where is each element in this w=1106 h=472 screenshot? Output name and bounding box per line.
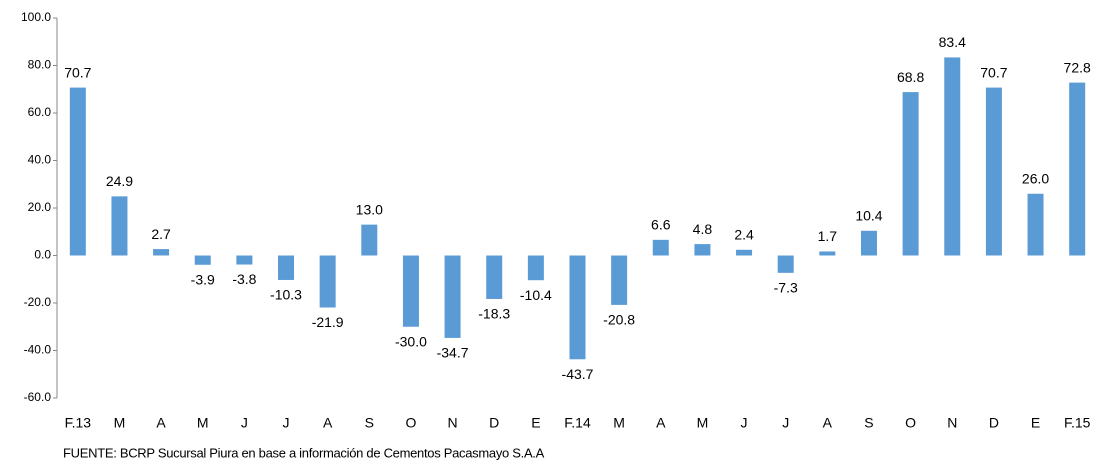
value-label: 2.4	[734, 227, 754, 243]
x-tick-label: M	[613, 415, 625, 431]
value-label: -7.3	[774, 280, 798, 296]
bar	[194, 255, 211, 265]
x-tick-label: J	[782, 415, 789, 431]
bar	[278, 255, 295, 280]
x-tick-label: D	[989, 415, 999, 431]
value-label: -43.7	[562, 366, 594, 382]
value-label: -3.9	[191, 271, 215, 287]
bar	[319, 255, 336, 308]
bar	[444, 255, 461, 338]
x-tick-label: F.14	[564, 415, 591, 431]
bar	[111, 196, 128, 256]
value-label: 6.6	[651, 217, 671, 233]
bar	[236, 255, 253, 265]
x-tick-label: M	[114, 415, 126, 431]
x-tick-label: N	[947, 415, 957, 431]
value-label: -34.7	[437, 345, 469, 361]
value-label: 68.8	[897, 69, 924, 85]
value-label: -21.9	[312, 314, 344, 330]
bar	[527, 255, 544, 281]
y-tick-label: 100.0	[21, 10, 51, 24]
value-label: 24.9	[106, 173, 133, 189]
x-tick-label: A	[323, 415, 333, 431]
bar	[153, 249, 170, 256]
value-label: 13.0	[356, 201, 383, 217]
y-tick-label: 60.0	[28, 105, 52, 119]
value-label: 1.7	[818, 228, 838, 244]
x-tick-label: E	[531, 415, 540, 431]
bar	[1027, 193, 1044, 256]
x-tick-label: J	[283, 415, 290, 431]
value-label: 4.8	[693, 221, 713, 237]
x-tick-label: S	[365, 415, 374, 431]
x-tick-label: M	[197, 415, 209, 431]
value-label: -20.8	[603, 312, 635, 328]
value-label: 70.7	[64, 64, 91, 80]
x-tick-label: F.13	[65, 415, 92, 431]
bar	[486, 255, 503, 299]
x-tick-label: A	[823, 415, 833, 431]
bar	[777, 255, 794, 273]
x-tick-label: A	[156, 415, 166, 431]
value-label: -30.0	[395, 333, 427, 349]
bar	[985, 87, 1002, 256]
bar	[611, 255, 628, 305]
y-tick-label: 80.0	[28, 58, 52, 72]
x-tick-label: J	[241, 415, 248, 431]
value-label: -10.3	[270, 287, 302, 303]
y-tick-label: -40.0	[24, 343, 52, 357]
x-tick-label: N	[448, 415, 458, 431]
bar	[652, 239, 669, 256]
x-tick-label: S	[864, 415, 873, 431]
x-tick-label: D	[489, 415, 499, 431]
bar	[361, 224, 378, 256]
y-tick-label: 40.0	[28, 153, 52, 167]
bar	[902, 92, 919, 256]
value-label: 83.4	[939, 34, 966, 50]
bar	[736, 249, 753, 256]
y-tick-label: -20.0	[24, 295, 52, 309]
value-label: -10.4	[520, 287, 552, 303]
value-label: -18.3	[478, 306, 510, 322]
value-label: 2.7	[151, 226, 171, 242]
value-label: 72.8	[1064, 59, 1091, 75]
bar	[1069, 82, 1086, 256]
value-label: 70.7	[980, 64, 1007, 80]
value-label: 26.0	[1022, 170, 1049, 186]
x-tick-label: F.15	[1064, 415, 1091, 431]
x-tick-label: O	[405, 415, 416, 431]
bar	[819, 251, 836, 256]
x-tick-label: M	[697, 415, 709, 431]
x-tick-label: E	[1031, 415, 1040, 431]
x-tick-label: O	[905, 415, 916, 431]
bar	[860, 230, 877, 256]
y-tick-label: 20.0	[28, 200, 52, 214]
bar	[69, 87, 86, 256]
bar	[402, 255, 419, 327]
y-tick-label: -60.0	[24, 390, 52, 404]
x-tick-label: A	[656, 415, 666, 431]
source-note: FUENTE: BCRP Sucursal Piura en base a in…	[63, 445, 545, 460]
bar	[569, 255, 586, 360]
bar	[694, 244, 711, 256]
value-label: 10.4	[855, 208, 882, 224]
value-label: -3.8	[232, 271, 256, 287]
x-tick-label: J	[741, 415, 748, 431]
bar	[944, 57, 961, 256]
y-tick-label: 0.0	[34, 248, 51, 262]
